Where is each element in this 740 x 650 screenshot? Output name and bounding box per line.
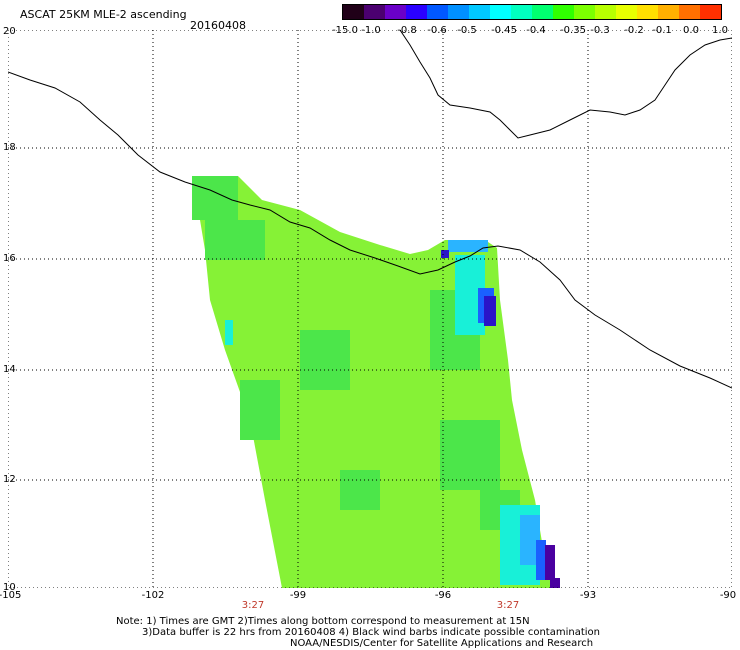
swath-patch-green xyxy=(340,470,380,510)
swath-patch-green xyxy=(240,380,280,440)
swath-patch-cyan xyxy=(225,320,233,345)
lat-label: 12 xyxy=(3,474,16,485)
colorbar-segment xyxy=(490,5,511,19)
time-label: 3:27 xyxy=(496,600,520,611)
time-label: 3:27 xyxy=(241,600,265,611)
lat-label: 10 xyxy=(3,582,16,593)
swath-patch-lightblue xyxy=(520,515,540,565)
swath-patch-green xyxy=(300,330,350,390)
colorbar-segment xyxy=(427,5,448,19)
lat-label: 16 xyxy=(3,253,16,264)
swath-patch-navy xyxy=(484,296,496,326)
swath-patch-green xyxy=(192,176,238,220)
lon-label: -99 xyxy=(289,590,307,601)
lon-label: -90 xyxy=(719,590,737,601)
lat-lon-grid xyxy=(8,30,732,588)
colorbar-segment xyxy=(364,5,385,19)
colorbar-segment xyxy=(595,5,616,19)
colorbar-segment xyxy=(448,5,469,19)
colorbar-segment xyxy=(574,5,595,19)
gulf-coastline xyxy=(399,30,732,139)
colorbar-segment xyxy=(385,5,406,19)
lat-label: 18 xyxy=(3,142,16,153)
swath-patch-purple xyxy=(545,545,555,580)
colorbar-segment xyxy=(511,5,532,19)
colorbar-segment xyxy=(700,5,721,19)
coastline xyxy=(8,71,732,389)
colorbar-segment xyxy=(532,5,553,19)
map-date: 20160408 xyxy=(190,19,246,32)
colorbar-segment xyxy=(679,5,700,19)
swath-patch-green xyxy=(205,220,265,260)
colorbar-label: 0.0 xyxy=(683,25,699,36)
swath-patch-lightblue xyxy=(448,240,488,252)
lon-label: -93 xyxy=(579,590,597,601)
swath-patch-blue xyxy=(536,540,546,580)
colorbar-segment xyxy=(469,5,490,19)
wind-swath xyxy=(192,176,560,588)
footer-note-line2: 3)Data buffer is 22 hrs from 20160408 4)… xyxy=(142,627,600,638)
swath-patch-navy xyxy=(441,250,449,258)
lon-label: -102 xyxy=(141,590,165,601)
footer-credit: NOAA/NESDIS/Center for Satellite Applica… xyxy=(290,638,594,649)
colorbar-segment xyxy=(553,5,574,19)
colorbar-segment xyxy=(658,5,679,19)
colorbar xyxy=(342,4,722,20)
colorbar-segment xyxy=(406,5,427,19)
colorbar-segment xyxy=(343,5,364,19)
lat-label: 14 xyxy=(3,364,16,375)
lon-label: -96 xyxy=(434,590,452,601)
colorbar-segment xyxy=(637,5,658,19)
map-area xyxy=(8,30,732,588)
lon-label: -105 xyxy=(0,590,22,601)
swath-patch-green xyxy=(440,420,500,490)
footer-note-line1: Note: 1) Times are GMT 2)Times along bot… xyxy=(116,616,530,627)
colorbar-label: -0.2 xyxy=(624,25,644,36)
colorbar-label: -1.0 xyxy=(361,25,381,36)
lat-label: 20 xyxy=(3,26,16,37)
colorbar-label: -0.5 xyxy=(457,25,477,36)
colorbar-label: -0.8 xyxy=(397,25,417,36)
swath-patch-purple xyxy=(550,578,560,588)
colorbar-label: -0.1 xyxy=(652,25,672,36)
map-title: ASCAT 25KM MLE-2 ascending xyxy=(20,8,187,21)
colorbar-segment xyxy=(616,5,637,19)
